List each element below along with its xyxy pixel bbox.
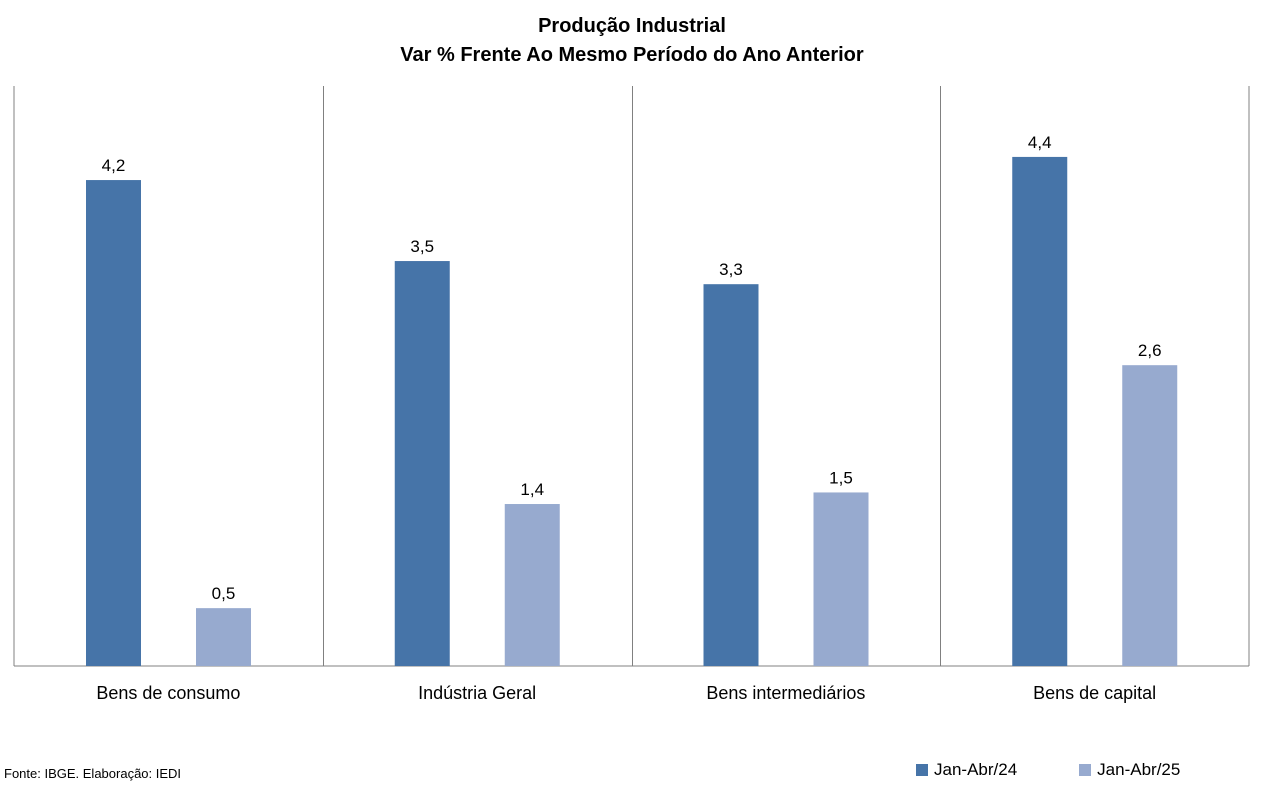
x-tick-label: Bens intermediários [706,683,865,703]
chart-title-block: Produção Industrial Var % Frente Ao Mesm… [0,12,1264,70]
bar-series-2 [1122,365,1178,666]
bar-series-2 [196,608,251,666]
bar-series-2 [504,504,560,666]
data-label: 1,5 [829,468,853,487]
bar-series-1 [86,180,141,666]
bar-series-1 [394,261,450,666]
bar-series-1 [703,284,759,666]
legend-item-series-1: Jan-Abr/24 [916,760,1017,780]
bar-series-2 [813,492,869,666]
legend-swatch-series-2 [1079,764,1092,776]
legend-swatch-series-1 [916,764,928,776]
data-label: 4,4 [1028,133,1052,152]
data-label: 3,3 [719,260,743,279]
x-tick-label: Bens de capital [1033,683,1156,703]
data-label: 1,4 [520,480,544,499]
x-tick-label: Bens de consumo [96,683,240,703]
data-label: 3,5 [410,237,434,256]
chart-subtitle: Var % Frente Ao Mesmo Período do Ano Ant… [400,44,864,66]
legend: Jan-Abr/24 Jan-Abr/25 [916,760,1242,780]
legend-label-series-1: Jan-Abr/24 [934,760,1018,779]
data-label: 4,2 [102,156,126,175]
source-note: Fonte: IBGE. Elaboração: IEDI [4,766,182,781]
data-label: 2,6 [1138,341,1162,360]
data-label: 0,5 [212,584,236,603]
bar-series-1 [1012,156,1068,667]
x-tick-label: Indústria Geral [418,683,536,703]
chart-title: Produção Industrial [538,15,726,37]
legend-label-series-2: Jan-Abr/25 [1097,760,1181,779]
legend-item-series-2: Jan-Abr/25 [1079,760,1180,780]
